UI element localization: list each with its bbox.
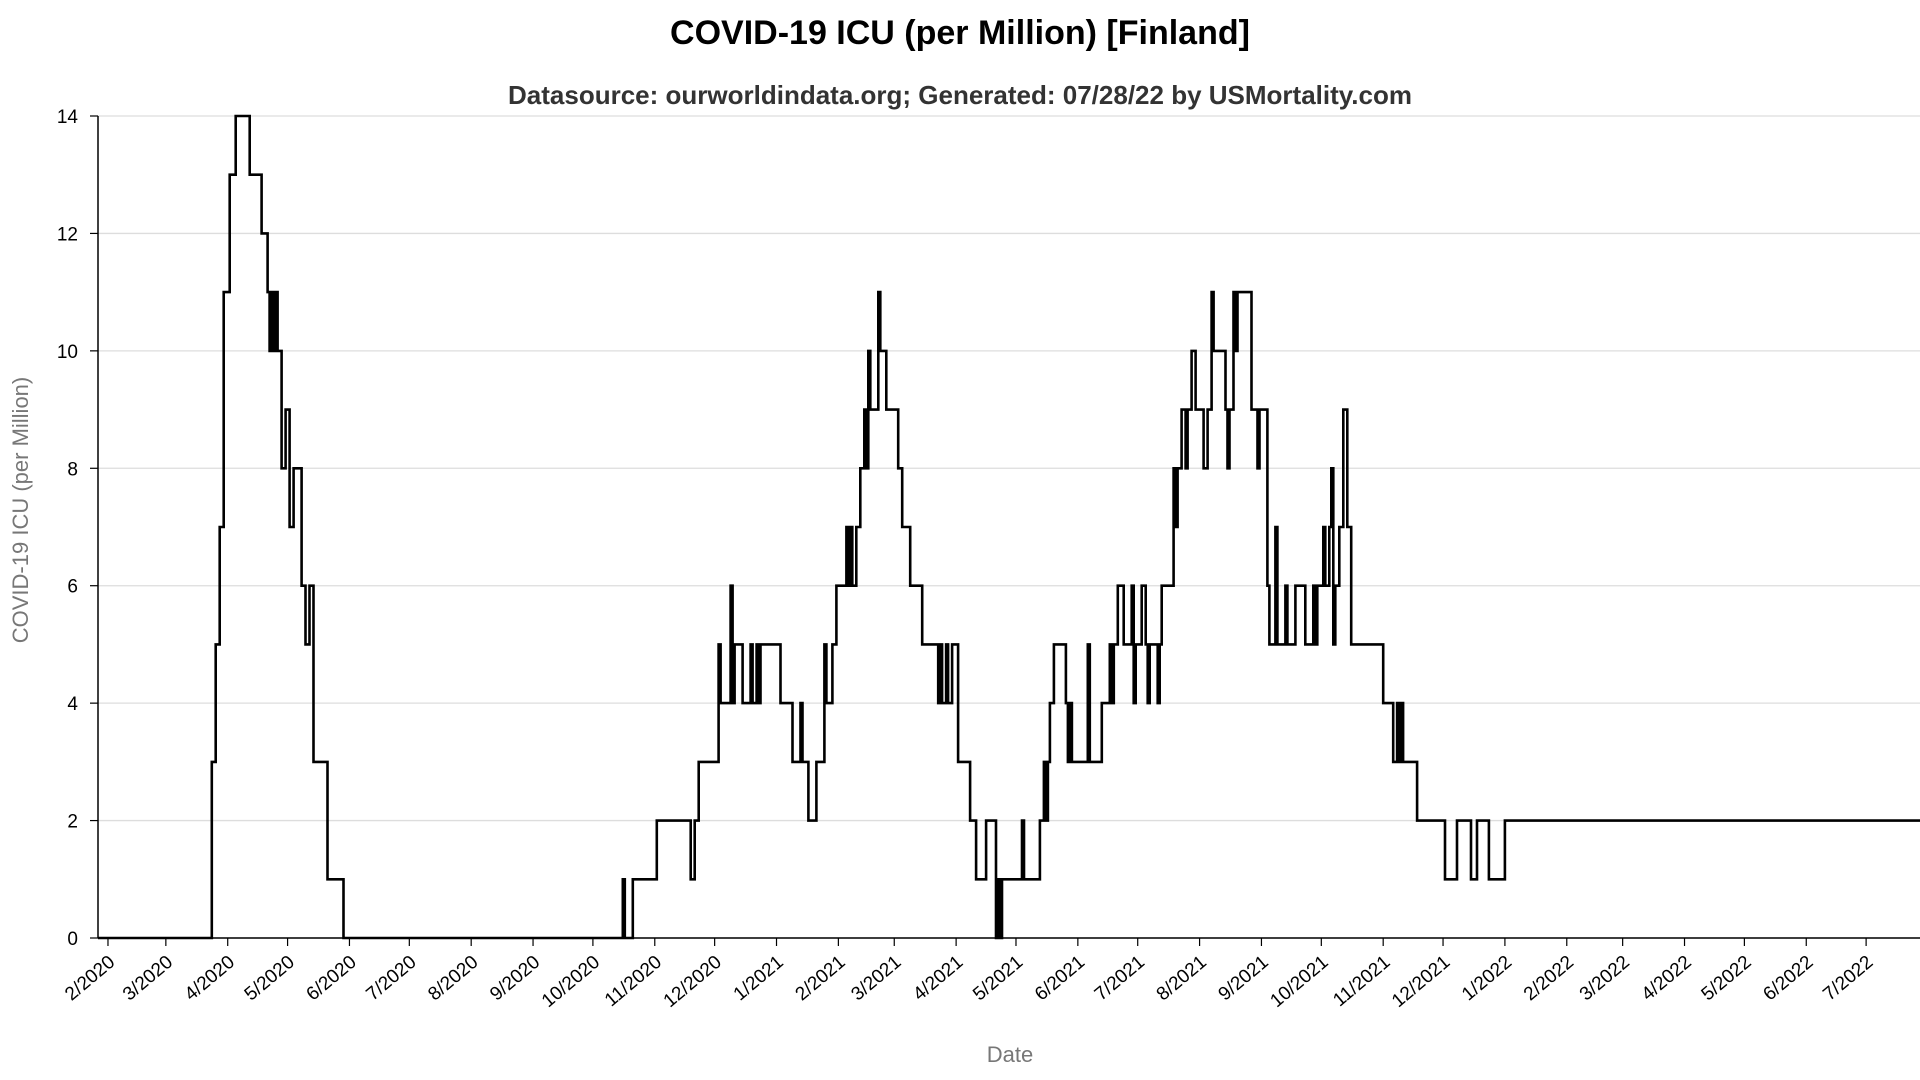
series-line	[98, 114, 1920, 940]
x-tick-label: 2/2020	[61, 952, 119, 1005]
chart-subtitle: Datasource: ourworldindata.org; Generate…	[508, 80, 1412, 110]
x-tick-label: 8/2020	[424, 952, 482, 1005]
x-tick-label: 8/2021	[1153, 952, 1211, 1005]
x-tick-label: 6/2022	[1759, 952, 1817, 1005]
y-tick-label: 14	[57, 107, 79, 128]
x-tick-label: 11/2020	[601, 952, 666, 1011]
y-tick-label: 2	[67, 812, 78, 833]
x-tick-label: 3/2022	[1576, 952, 1634, 1005]
x-tick-label: 12/2021	[1388, 952, 1454, 1012]
x-tick-label: 10/2020	[538, 952, 604, 1012]
y-tick-label: 10	[57, 342, 78, 363]
y-tick-label: 8	[67, 459, 78, 480]
x-tick-label: 2/2021	[792, 952, 850, 1005]
x-tick-label: 9/2021	[1215, 952, 1273, 1005]
y-axis-title: COVID-19 ICU (per Million)	[8, 377, 33, 644]
x-tick-label: 2/2022	[1520, 952, 1578, 1005]
x-tick-label: 6/2021	[1031, 952, 1089, 1005]
x-tick-label: 4/2020	[181, 952, 239, 1005]
x-tick-label: 5/2020	[241, 952, 299, 1005]
x-tick-label: 12/2020	[660, 952, 726, 1012]
x-tick-label: 1/2022	[1458, 952, 1516, 1005]
y-tick-label: 12	[57, 224, 78, 245]
x-tick-label: 4/2022	[1638, 952, 1696, 1005]
grid-lines	[98, 115, 1920, 939]
x-tick-label: 4/2021	[909, 952, 967, 1005]
x-tick-label: 7/2021	[1091, 952, 1149, 1005]
y-tick-label: 0	[67, 929, 78, 950]
series	[98, 114, 1920, 940]
y-tick-label: 4	[67, 694, 78, 715]
x-axis-title: Date	[987, 1042, 1033, 1067]
x-tick-label: 3/2020	[119, 952, 177, 1005]
y-tick-label: 6	[67, 577, 78, 598]
x-tick-label: 5/2022	[1698, 952, 1756, 1005]
x-tick-label: 1/2021	[730, 952, 788, 1005]
x-tick-label: 5/2021	[969, 952, 1027, 1005]
x-tick-label: 9/2020	[486, 952, 544, 1005]
x-tick-label: 6/2020	[303, 952, 361, 1005]
x-tick-label: 7/2022	[1819, 952, 1877, 1005]
chart-title: COVID-19 ICU (per Million) [Finland]	[670, 14, 1250, 52]
x-tick-label: 3/2021	[847, 952, 905, 1005]
x-tick-label: 11/2021	[1329, 952, 1394, 1011]
x-tick-label: 7/2020	[363, 952, 421, 1005]
x-tick-label: 10/2021	[1266, 952, 1332, 1012]
